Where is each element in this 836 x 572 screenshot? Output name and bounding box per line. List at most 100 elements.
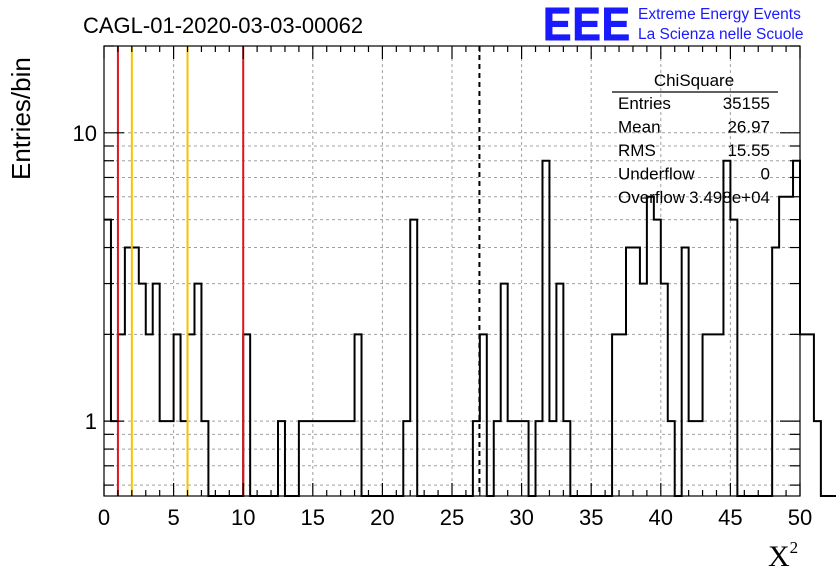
histogram-bin: [181, 421, 188, 496]
histogram-bin: [306, 421, 313, 496]
stats-label: Overflow: [618, 188, 686, 207]
histogram-bin: [814, 421, 821, 496]
eee-logo: EEE Extreme Energy Events La Scienza nel…: [543, 0, 804, 51]
x-axis-title-superscript: 2: [790, 538, 799, 557]
x-tick-label: 40: [649, 505, 673, 530]
stats-rows: Entries 35155 Mean 26.97 RMS 15.55 Underflow 0 O…: [618, 94, 770, 207]
histogram-bin: [125, 248, 132, 496]
histogram-bin: [522, 421, 529, 496]
stats-title: ChiSquare: [654, 71, 734, 90]
histogram-bin: [710, 334, 717, 496]
histogram-bin: [355, 334, 362, 496]
y-tick-label: 1: [85, 409, 97, 434]
stats-value: 26.97: [727, 118, 770, 137]
histogram-bin: [194, 284, 201, 496]
histogram-bin: [807, 334, 814, 496]
stats-label: RMS: [618, 141, 656, 160]
histogram-bin: [772, 248, 779, 496]
reference-lines-layer: [116, 46, 481, 496]
stats-value: 15.55: [727, 141, 770, 160]
stats-label: Entries: [618, 94, 671, 113]
histogram-bin: [501, 284, 508, 496]
y-axis-title: Entries/bin: [6, 57, 36, 180]
histogram-bin: [696, 421, 703, 496]
x-axis-title: X2: [768, 538, 798, 572]
histogram-bin: [494, 421, 501, 496]
stats-value: 0: [761, 165, 770, 184]
histogram-bin: [104, 220, 111, 496]
histogram-bin: [153, 284, 160, 496]
histogram-bin: [348, 421, 355, 496]
stats-value: 3.498e+04: [689, 188, 770, 207]
y-tick-label: 10: [73, 121, 97, 146]
stats-value: 35155: [723, 94, 770, 113]
histogram-bin: [139, 284, 146, 496]
x-tick-label: 50: [788, 505, 812, 530]
histogram-bin: [327, 421, 334, 496]
histogram-bin: [188, 334, 195, 496]
stats-label: Mean: [618, 118, 661, 137]
histogram-bin: [403, 421, 410, 496]
x-tick-label: 0: [98, 505, 110, 530]
histogram-bin: [668, 421, 675, 496]
x-tick-label: 20: [370, 505, 394, 530]
histogram-bin: [549, 421, 556, 496]
x-tick-label: 45: [718, 505, 742, 530]
histogram-bin: [118, 334, 125, 496]
histogram-bin: [786, 197, 793, 496]
chart-title: CAGL-01-2020-03-03-00062: [83, 13, 363, 38]
histogram-bin: [299, 421, 306, 496]
histogram-layer: [104, 159, 836, 497]
histogram-bin: [556, 284, 563, 496]
histogram-bin: [689, 421, 696, 496]
histogram-bin: [243, 334, 250, 496]
histogram-bin: [480, 334, 487, 496]
x-tick-label: 25: [440, 505, 464, 530]
x-tick-label: 5: [167, 505, 179, 530]
x-tick-label: 10: [231, 505, 255, 530]
histogram-bin: [515, 421, 522, 496]
histogram-bin: [793, 161, 800, 496]
histogram-bin: [473, 421, 480, 496]
x-tick-label: 15: [301, 505, 325, 530]
histogram-bin: [723, 161, 730, 496]
axis-ticks-layer: 0 5 10 15 20 25 30 35 40 45 50 1 10: [73, 45, 812, 530]
histogram-bin: [313, 421, 320, 496]
histogram-bin: [682, 248, 689, 496]
histogram-bin: [703, 334, 710, 496]
histogram-bin: [800, 334, 807, 496]
histogram-bin: [334, 421, 341, 496]
histogram-bin: [661, 284, 668, 496]
histogram-bin: [542, 161, 549, 496]
x-tick-label: 30: [509, 505, 533, 530]
stats-box: ChiSquare Entries 35155 Mean 26.97 RMS 15.55 U…: [612, 71, 778, 207]
histogram-bin: [536, 421, 543, 496]
histogram-bin: [160, 421, 167, 496]
stats-label: Underflow: [618, 165, 695, 184]
histogram-bin: [410, 220, 417, 496]
histogram-bin: [716, 334, 723, 496]
histogram-bin: [640, 284, 647, 496]
histogram-bin: [508, 421, 515, 496]
logo-line-1: Extreme Energy Events: [638, 6, 801, 23]
histogram-bin: [146, 334, 153, 496]
histogram-bin: [779, 197, 786, 496]
histogram-bin: [201, 421, 208, 496]
histogram-bin: [563, 421, 570, 496]
histogram-bin: [174, 334, 181, 496]
grid-layer: [104, 46, 800, 496]
histogram-bin: [612, 334, 619, 496]
x-tick-label: 35: [579, 505, 603, 530]
histogram-bin: [341, 421, 348, 496]
histogram-bin: [626, 248, 633, 496]
histogram-bin: [278, 421, 285, 496]
histogram-bin: [132, 248, 139, 496]
histogram-bin: [647, 197, 654, 496]
histogram-bin: [730, 220, 737, 496]
histogram-bin: [654, 220, 661, 496]
histogram-bin: [320, 421, 327, 496]
histogram-bin: [633, 248, 640, 496]
histogram-bin: [167, 421, 174, 496]
x-axis-title-main: X: [768, 540, 790, 572]
